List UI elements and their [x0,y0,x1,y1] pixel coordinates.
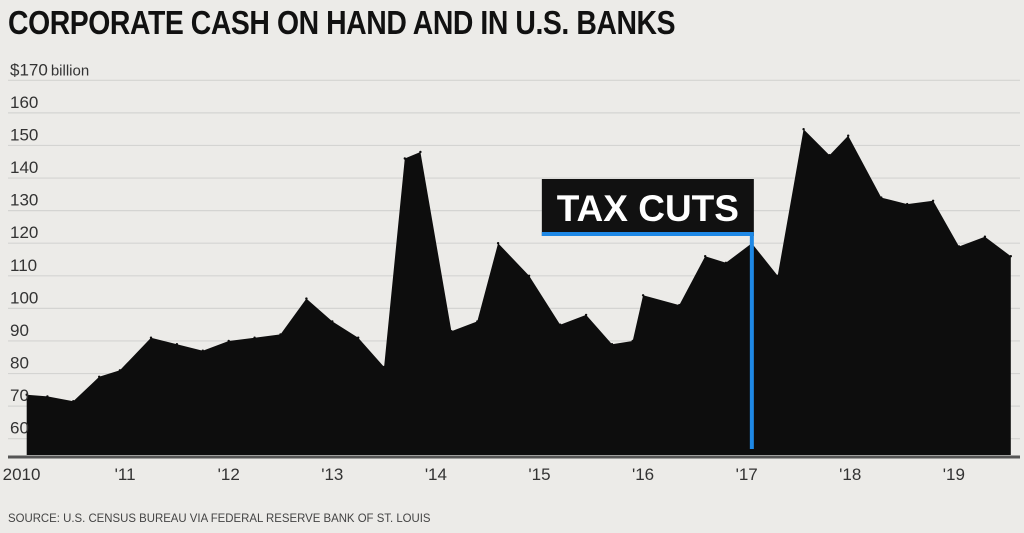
data-point-17 [450,330,453,333]
data-point-4 [118,369,122,372]
data-point-9 [253,336,256,339]
data-point-35 [906,202,909,206]
x-tick-label-2018: '18 [839,465,861,484]
data-point-32 [828,154,831,157]
data-point-21 [559,323,562,326]
x-tick-label-2011: '11 [115,465,136,484]
data-point-8 [227,339,230,343]
data-point-36 [931,199,935,202]
data-point-10 [279,333,282,336]
data-point-24 [631,339,634,343]
data-point-34 [880,196,883,199]
x-tick-label-2016: '16 [632,465,654,484]
data-point-6 [175,343,179,346]
y-tick-label-170: $170 billion [10,60,89,79]
data-point-2 [72,400,75,403]
x-tick-label-2012: '12 [218,465,240,484]
data-point-39 [1009,255,1012,258]
y-tick-label-160: 160 [10,93,38,112]
y-tick-label-140: 140 [10,158,38,177]
data-point-3 [98,375,101,378]
x-tick-label-2010: 2010 [3,465,41,484]
data-point-30 [776,274,779,277]
data-point-14 [382,365,386,369]
annotation-box [541,179,754,236]
x-axis-tick-labels: 2010 '11 '12 '13 '14 '15 '16 '17 '18 '19 [3,465,965,484]
y-tick-label-100: 100 [10,288,38,307]
annotation-label: TAX CUTS [557,188,739,229]
data-point-13 [357,336,360,339]
annotation-underline [541,232,754,236]
data-point-15 [403,157,406,160]
y-unit-label: billion [51,62,89,79]
y-tick-label-120: 120 [10,223,38,242]
y-tick-label-60: 60 [10,419,29,438]
data-point-31 [802,128,805,131]
data-point-33 [847,134,850,137]
y-tick-label-70: 70 [10,386,29,405]
x-tick-label-2015: '15 [528,465,550,484]
y-tick-label-150: 150 [10,125,38,144]
data-point-22 [584,313,588,317]
data-point-20 [527,274,531,277]
data-point-18 [476,320,479,323]
data-point-7 [201,349,204,352]
chart-title: CORPORATE CASH ON HAND AND IN U.S. BANKS [8,4,676,41]
data-point-28 [724,261,728,264]
area-series [26,129,1011,455]
y-tick-label-110: 110 [10,256,37,275]
y-tick-label-90: 90 [10,321,29,340]
data-point-37 [957,245,961,248]
data-point-12 [331,320,334,323]
data-point-5 [149,336,153,339]
data-point-26 [678,303,681,307]
tax-cuts-annotation: TAX CUTS [541,179,754,449]
x-tick-label-2019: '19 [943,465,965,484]
y-tick-label-130: 130 [10,191,38,210]
chart-svg: $170 billion 160 150 140 130 120 110 100 90 80 70 60… [3,60,1020,484]
y-axis-tick-labels: $170 billion 160 150 140 130 120 110 100 90 80 70 60 [10,60,89,437]
data-point-0 [25,393,28,396]
data-point-11 [305,297,308,300]
data-point-25 [641,294,645,297]
x-tick-label-2014: '14 [425,465,447,484]
y-tick-label-80: 80 [10,354,29,373]
data-point-27 [704,255,707,258]
data-point-23 [610,343,614,346]
data-point-1 [46,395,49,398]
area-layer [25,128,1012,455]
data-point-38 [983,235,987,238]
x-tick-label-2013: '13 [321,465,343,484]
x-tick-label-2017: '17 [736,465,758,484]
source-note: SOURCE: U.S. CENSUS BUREAU VIA FEDERAL R… [8,511,431,525]
data-point-19 [496,242,500,245]
data-point-16 [419,150,422,154]
